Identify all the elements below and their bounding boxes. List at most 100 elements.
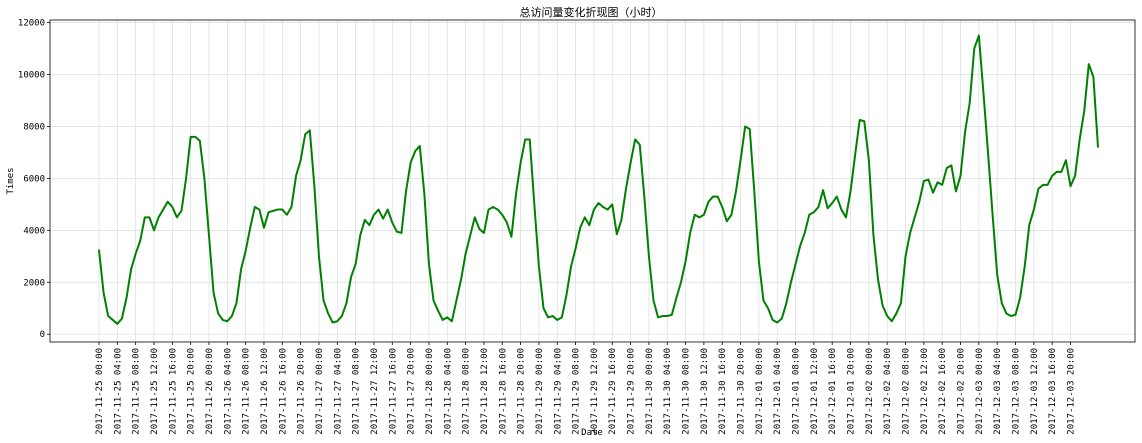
x-tick-label: 2017-11-30 16:00 [718, 348, 728, 435]
data-point [336, 320, 338, 322]
x-tick-label: 2017-11-29 00:00 [535, 348, 545, 435]
data-point [1097, 146, 1099, 148]
data-point [373, 214, 375, 216]
x-tick-label: 2017-11-25 00:00 [95, 348, 105, 435]
data-point [772, 319, 774, 321]
data-point [776, 321, 778, 324]
data-point [1088, 63, 1090, 65]
data-point [267, 211, 270, 213]
data-point [286, 214, 288, 216]
data-point [125, 297, 128, 299]
data-point [799, 245, 801, 247]
x-tick-label: 2017-11-29 16:00 [608, 348, 618, 435]
y-tick-label: 0 [40, 330, 45, 340]
data-point [1079, 138, 1081, 141]
data-point [199, 140, 201, 142]
data-point [652, 299, 655, 302]
data-point [1083, 110, 1085, 112]
data-point [1019, 297, 1021, 299]
x-tick-label: 2017-11-26 04:00 [223, 348, 233, 435]
data-point [629, 162, 632, 164]
data-point [657, 316, 659, 318]
data-point [258, 208, 260, 211]
data-point [194, 136, 196, 138]
data-point [318, 255, 320, 257]
data-point [854, 154, 856, 156]
y-tick-label: 6000 [23, 174, 45, 184]
data-point [1069, 185, 1072, 187]
data-point [345, 302, 348, 304]
x-tick-label: 2017-11-30 04:00 [663, 348, 673, 435]
data-point [157, 216, 160, 218]
data-point [969, 102, 971, 104]
x-tick-label: 2017-11-26 16:00 [278, 348, 288, 435]
data-point [1005, 312, 1007, 315]
data-point [300, 159, 302, 161]
data-point [1056, 171, 1058, 173]
data-point [203, 177, 205, 179]
data-point [785, 302, 787, 304]
data-point [927, 179, 930, 181]
data-point [492, 206, 494, 208]
data-point [263, 227, 265, 229]
data-point [707, 201, 710, 203]
data-point [982, 92, 985, 94]
data-point [744, 125, 746, 128]
data-point [762, 299, 765, 302]
data-point [524, 138, 526, 141]
data-point [868, 159, 870, 161]
x-tick-label: 2017-11-26 12:00 [260, 348, 270, 435]
x-tick-label: 2017-11-25 04:00 [113, 348, 123, 435]
x-tick-label: 2017-11-30 08:00 [682, 348, 692, 435]
data-point [212, 292, 215, 294]
data-point [561, 316, 563, 318]
data-point [180, 210, 183, 212]
data-point [735, 190, 737, 192]
data-point [1037, 188, 1040, 190]
data-point [739, 159, 742, 161]
x-tick-label: 2017-12-03 16:00 [1048, 348, 1058, 435]
data-point [355, 263, 357, 265]
data-point [176, 216, 178, 218]
data-point [483, 232, 485, 234]
data-point [813, 211, 815, 213]
data-point [556, 319, 558, 321]
data-point [235, 302, 238, 304]
data-point [469, 234, 471, 237]
data-point [1092, 76, 1095, 78]
data-point [1033, 208, 1035, 211]
data-point [478, 228, 480, 230]
x-axis: 2017-11-25 00:00 2017-11-25 04:00 2017-11-… [95, 342, 1077, 435]
data-point [552, 315, 554, 317]
data-point [501, 214, 503, 216]
data-point [533, 203, 535, 205]
data-point [1010, 315, 1012, 317]
x-tick-label: 2017-12-01 12:00 [810, 348, 820, 435]
data-point [790, 281, 792, 283]
data-point [542, 307, 545, 309]
data-point [863, 120, 865, 122]
chart-title: 总访问量变化折现图（小时） [520, 5, 663, 19]
data-point [882, 305, 884, 307]
data-point [836, 195, 838, 198]
data-point [529, 138, 531, 141]
data-point [465, 253, 467, 255]
data-point [428, 263, 430, 265]
data-point [391, 221, 393, 224]
data-point [341, 315, 343, 317]
data-point [565, 294, 568, 296]
data-point [327, 312, 329, 315]
data-point [730, 214, 732, 216]
x-tick-label: 2017-12-02 20:00 [957, 348, 967, 435]
y-axis: 0 2000 4000 6000 8000 10000 12000 [18, 19, 50, 340]
data-point [506, 221, 508, 224]
data-point [959, 175, 962, 177]
data-point [410, 162, 412, 164]
data-point [662, 315, 664, 317]
x-tick-label: 2017-12-03 20:00 [1067, 348, 1077, 435]
data-point [350, 276, 352, 278]
data-point [1060, 171, 1062, 173]
data-point [217, 312, 219, 315]
data-point [538, 266, 540, 268]
